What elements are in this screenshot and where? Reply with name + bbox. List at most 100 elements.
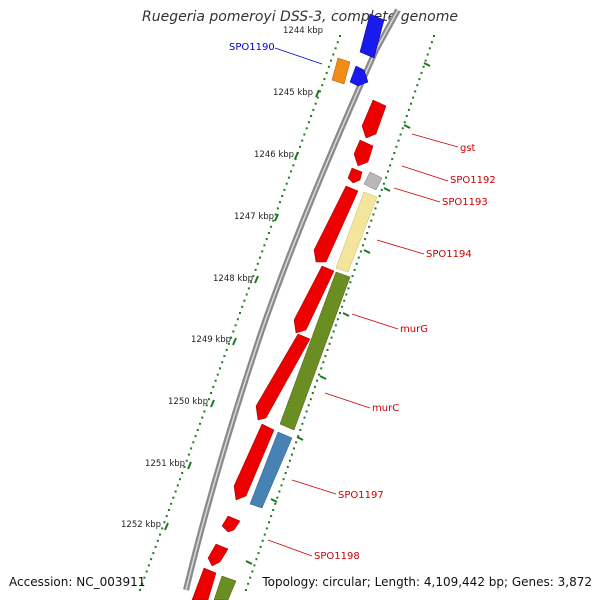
scale-dot [336, 41, 339, 44]
scale-dot [307, 121, 310, 124]
cog-green-feature[interactable] [279, 271, 351, 431]
scale-dot [139, 589, 141, 591]
gene-label-murc[interactable]: murC [372, 403, 399, 414]
scale-dot [387, 170, 389, 173]
cds-feature[interactable] [233, 423, 275, 501]
gene-features [191, 13, 387, 600]
scale-dot [165, 515, 168, 518]
scale-dot [305, 127, 308, 130]
scale-dot [156, 539, 159, 542]
scale-dot [263, 244, 266, 247]
scale-dot [194, 435, 197, 438]
kbp-tick-label: 1247 kbp [234, 212, 274, 222]
scale-dot [251, 570, 254, 573]
scale-dot [320, 367, 323, 370]
scale-dot [378, 195, 381, 197]
scale-dot [243, 299, 246, 302]
kbp-tick-label: 1251 kbp [145, 459, 185, 469]
scale-dot [309, 398, 312, 401]
scale-dot [328, 342, 331, 345]
cog-yellow-feature[interactable] [335, 191, 378, 273]
scale-dot [295, 441, 298, 444]
gene-label-murg[interactable]: murG [400, 324, 428, 335]
scale-dot [287, 176, 290, 179]
scale-dot [420, 71, 423, 74]
scale-dot [332, 330, 335, 333]
gene-label-spo1192[interactable]: SPO1192 [450, 175, 496, 186]
scale-dot [143, 576, 146, 579]
scale-dot [255, 558, 258, 561]
scale-dot [310, 115, 313, 117]
scale-dot [401, 127, 404, 130]
scale-dot [285, 182, 288, 185]
scale-dot [349, 281, 352, 284]
cds-feature[interactable] [361, 99, 387, 139]
rrna-feature[interactable] [359, 13, 385, 59]
scale-dot [332, 53, 335, 56]
scale-dot [368, 225, 371, 228]
scale-dot [274, 213, 277, 216]
scale-dot [259, 545, 262, 548]
scale-dot [270, 515, 273, 518]
scale-dot [223, 355, 226, 358]
scale-dot [207, 398, 210, 401]
cog-green-feature[interactable] [213, 575, 237, 600]
scale-dot [372, 213, 375, 216]
cds-feature[interactable] [191, 567, 217, 600]
scale-dot [359, 250, 362, 253]
scale-dot [265, 527, 268, 530]
cds-feature[interactable] [347, 167, 363, 184]
gene-label-spo1198[interactable]: SPO1198 [314, 551, 360, 562]
scale-dot [254, 268, 257, 271]
scale-dot [327, 65, 330, 68]
scale-dot [187, 453, 190, 456]
scale-dot [351, 275, 354, 278]
scale-dot [256, 262, 259, 265]
cog-gray-feature[interactable] [363, 171, 383, 191]
scale-dot [214, 379, 217, 382]
cds-feature[interactable] [353, 139, 374, 167]
scale-dot [399, 133, 402, 136]
kbp-tick-label: 1244 kbp [283, 26, 323, 36]
trna-feature[interactable] [331, 57, 351, 85]
scale-dot [303, 133, 306, 136]
kbp-tick-label: 1250 kbp [168, 397, 208, 407]
scale-dot [272, 509, 275, 511]
scale-dot [366, 232, 369, 234]
gene-label-spo1194[interactable]: SPO1194 [426, 249, 472, 260]
scale-dot [433, 35, 435, 37]
scale-dot [303, 416, 306, 419]
kbp-tick-label: 1245 kbp [273, 88, 313, 98]
cds-feature[interactable] [293, 265, 335, 334]
scale-dot [268, 521, 270, 524]
scale-dotted-track [139, 35, 341, 591]
gene-label-spo1193[interactable]: SPO1193 [442, 197, 488, 208]
cds-feature[interactable] [207, 543, 229, 567]
scale-dot [325, 71, 328, 74]
gene-label-spo1190[interactable]: SPO1190 [229, 42, 275, 53]
scale-dot [322, 361, 325, 364]
scale-dot [312, 108, 315, 111]
scale-dot [263, 533, 266, 536]
scale-dot [385, 176, 387, 179]
scale-dot [389, 164, 392, 167]
scale-dot [253, 564, 256, 567]
scale-dot [257, 552, 260, 555]
cds-feature[interactable] [255, 333, 311, 421]
scale-dot [293, 447, 295, 450]
gene-label-gst[interactable]: gst [460, 143, 476, 154]
cog-blue-feature[interactable] [249, 431, 293, 509]
scale-dot [362, 244, 364, 247]
scale-dot [205, 404, 208, 407]
scale-dot [326, 348, 329, 351]
scale-dot [288, 459, 291, 462]
rrna-feature[interactable] [349, 65, 369, 87]
gene-label-spo1197[interactable]: SPO1197 [338, 490, 384, 501]
cds-feature[interactable] [313, 185, 359, 263]
cds-feature[interactable] [221, 515, 241, 533]
scale-dot [407, 108, 410, 111]
scale-dot [364, 238, 367, 241]
kbp-tick-label: 1249 kbp [191, 335, 231, 345]
scale-dot [174, 490, 177, 493]
